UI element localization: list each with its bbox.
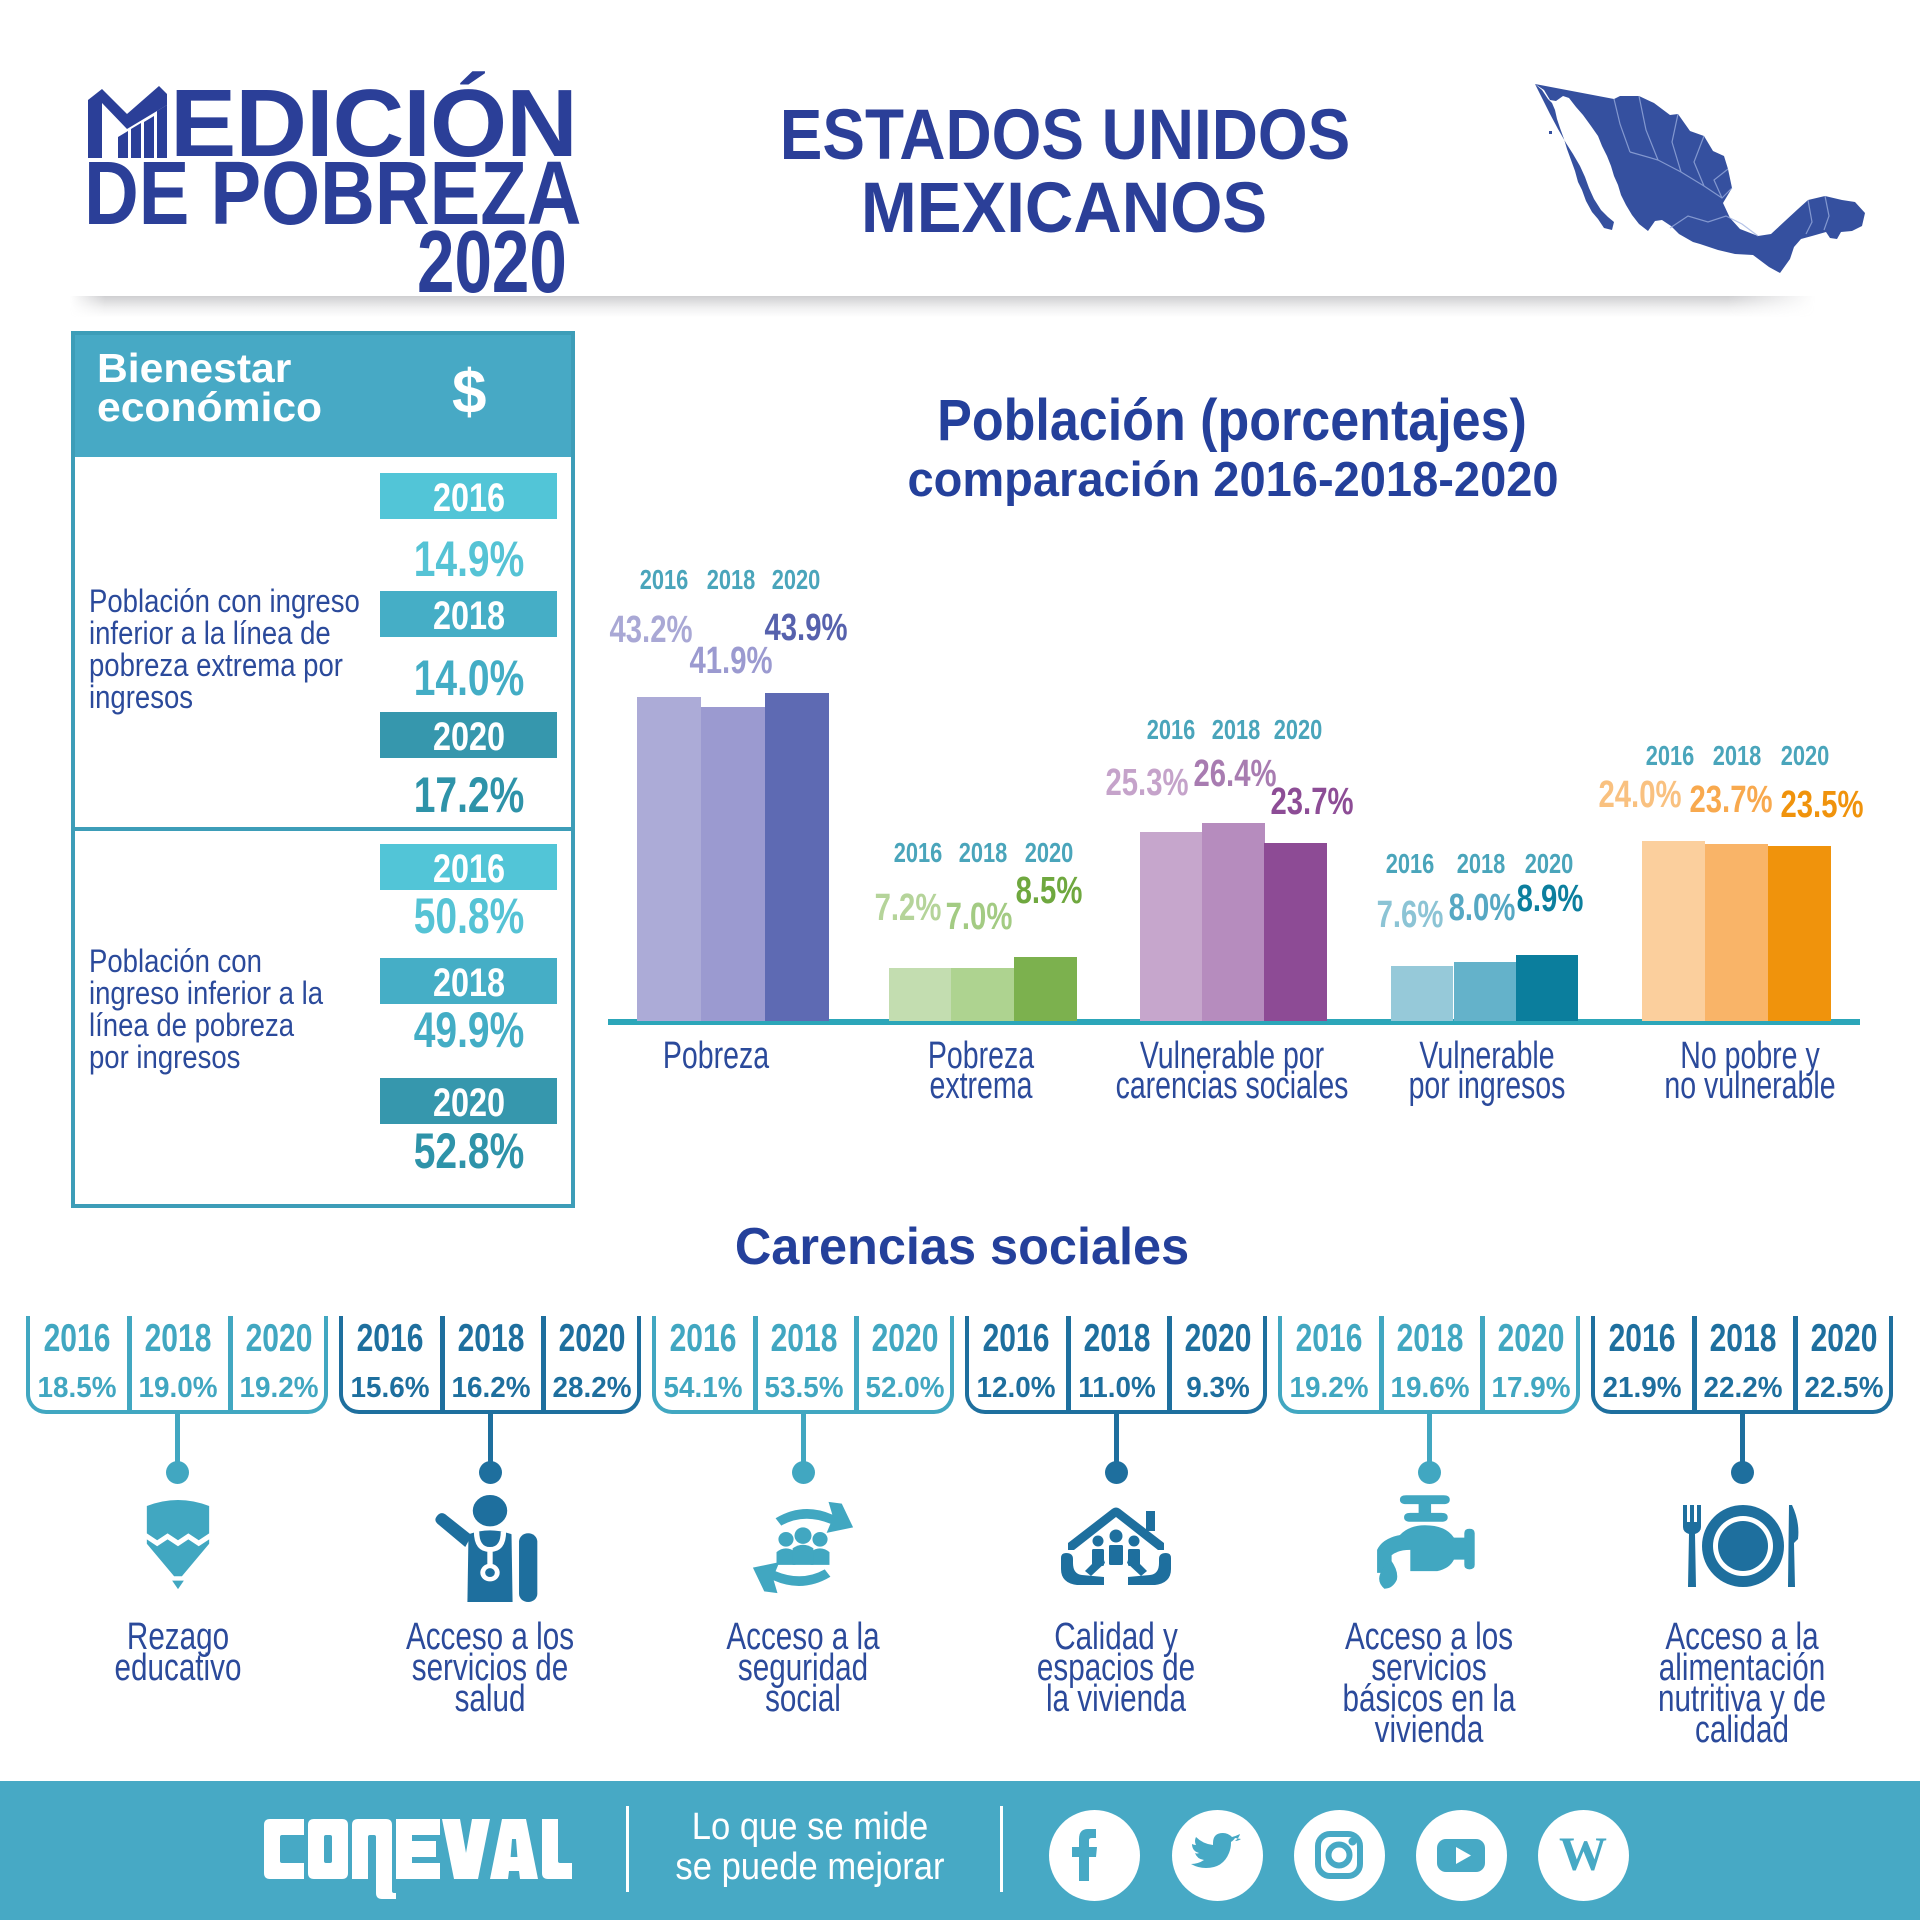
svg-text:W: W: [1559, 1828, 1607, 1881]
